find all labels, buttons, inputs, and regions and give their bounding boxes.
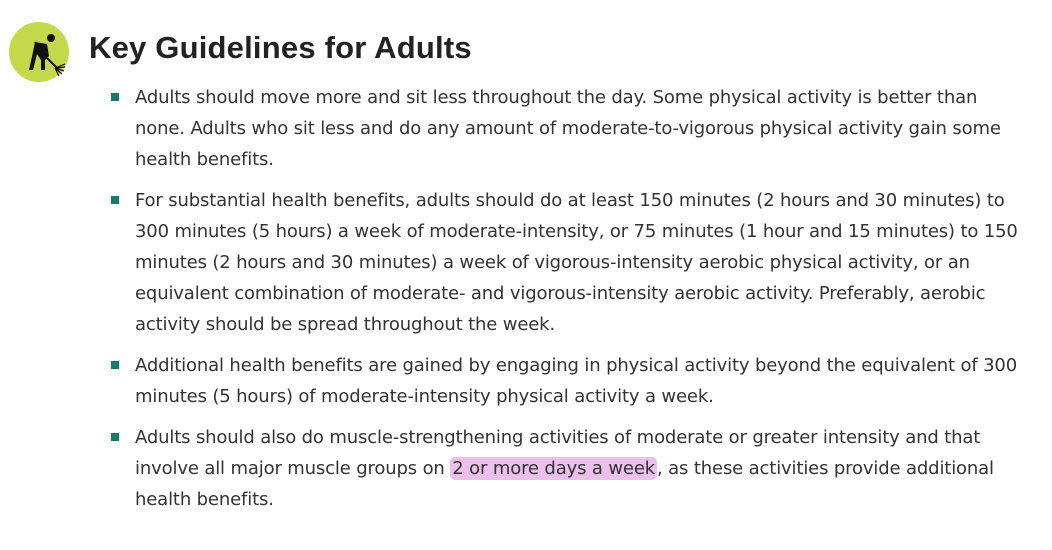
list-item: For substantial health benefits, adults … — [110, 185, 1030, 340]
person-raking-icon — [9, 22, 69, 82]
bullet-icon — [111, 361, 119, 369]
list-item: Adults should also do muscle-strengtheni… — [110, 422, 1030, 515]
highlighted-text: 2 or more days a week — [450, 457, 658, 480]
page-title: Key Guidelines for Adults — [89, 30, 472, 65]
guideline-list: Adults should move more and sit less thr… — [110, 82, 1030, 525]
bullet-icon — [111, 93, 119, 101]
bullet-icon — [111, 196, 119, 204]
bullet-icon — [111, 433, 119, 441]
list-item: Adults should move more and sit less thr… — [110, 82, 1030, 175]
list-item: Additional health benefits are gained by… — [110, 350, 1030, 412]
